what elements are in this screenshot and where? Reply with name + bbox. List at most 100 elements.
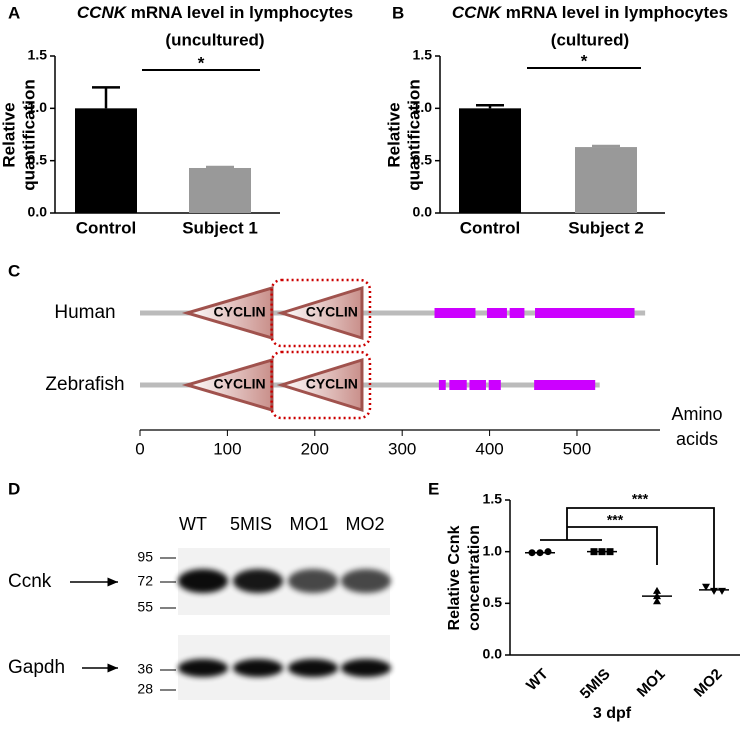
region	[486, 308, 507, 318]
data-point	[606, 548, 614, 556]
region	[434, 308, 476, 318]
region	[449, 380, 467, 390]
y-tick-label: 0.5	[483, 594, 503, 610]
x-tick-label: 500	[563, 439, 591, 458]
band	[288, 569, 338, 593]
domain-label: CYCLIN	[306, 376, 358, 392]
y-axis-label: quantification	[404, 79, 423, 190]
lane-label: 5MIS	[230, 514, 272, 534]
y-axis-label: Relative	[384, 102, 403, 167]
y-tick-label: 1.5	[28, 47, 48, 63]
data-point	[653, 592, 661, 600]
band-label: Ccnk	[8, 571, 52, 592]
significance: *	[198, 53, 205, 72]
y-tick-label: 0.0	[28, 204, 48, 220]
y-axis-label: concentration	[466, 525, 483, 631]
x-tick-label: 0	[135, 439, 144, 458]
x-axis-label: acids	[676, 429, 718, 449]
data-point	[710, 587, 718, 595]
band	[233, 569, 283, 593]
lane-label: WT	[179, 514, 207, 534]
x-tick-label: Control	[460, 218, 520, 237]
data-point	[718, 587, 726, 595]
panel-label: C	[8, 261, 20, 280]
lane-label: MO2	[345, 514, 384, 534]
marker-label: 95	[137, 549, 153, 565]
band	[178, 569, 228, 593]
data-point	[536, 549, 544, 557]
region	[535, 308, 635, 318]
domain-label: CYCLIN	[306, 304, 358, 320]
x-axis-label: 3 dpf	[593, 705, 632, 722]
y-tick-label: 1.0	[28, 99, 48, 115]
chart-subtitle: (uncultured)	[165, 30, 264, 49]
x-axis-label: Amino	[671, 404, 722, 424]
marker-label: 72	[137, 573, 153, 589]
significance: *	[581, 51, 588, 70]
region	[509, 308, 525, 318]
x-tick-label: MO1	[634, 666, 669, 701]
marker-label: 36	[137, 661, 153, 677]
significance: ***	[607, 512, 624, 528]
panel-label: A	[8, 3, 20, 22]
bar	[189, 167, 251, 213]
region	[469, 380, 486, 390]
x-tick-label: 100	[213, 439, 241, 458]
x-tick-label: 200	[301, 439, 329, 458]
data-point	[528, 549, 536, 557]
bar	[575, 147, 637, 213]
domain-triangle	[276, 357, 364, 413]
chart-title: CCNK mRNA level in lymphocytes	[452, 3, 728, 22]
y-tick-label: 1.0	[483, 542, 503, 558]
domain-label: CYCLIN	[214, 304, 266, 320]
band-label: Gapdh	[8, 657, 65, 678]
data-point	[653, 597, 661, 605]
y-tick-label: 1.0	[413, 99, 433, 115]
bar	[75, 108, 137, 213]
data-point	[590, 548, 598, 556]
x-tick-label: 5MIS	[577, 666, 614, 703]
region	[438, 380, 446, 390]
domain-triangle	[181, 357, 274, 413]
protein-name: Zebrafish	[45, 374, 124, 395]
significance-bracket	[567, 526, 658, 565]
y-tick-label: 0.5	[413, 151, 433, 167]
y-axis-label: quantification	[19, 79, 38, 190]
title-gene: CCNK	[452, 3, 503, 22]
region	[534, 380, 596, 390]
marker-label: 55	[137, 599, 153, 615]
y-tick-label: 1.5	[483, 491, 503, 507]
y-tick-label: 0.0	[483, 646, 503, 662]
domain-label: CYCLIN	[214, 376, 266, 392]
marker-label: 28	[137, 681, 153, 697]
chart-title: CCNK mRNA level in lymphocytes	[77, 3, 353, 22]
title-text: mRNA level in lymphocytes	[131, 3, 353, 22]
panel-label: E	[428, 479, 439, 498]
y-tick-label: 0.5	[28, 151, 48, 167]
panel-label: B	[392, 3, 404, 22]
title-text: mRNA level in lymphocytes	[506, 3, 728, 22]
x-tick-label: 300	[388, 439, 416, 458]
band	[233, 659, 283, 677]
x-tick-label: Subject 2	[568, 218, 644, 237]
y-tick-label: 1.5	[413, 47, 433, 63]
significance: ***	[632, 491, 649, 507]
data-point	[702, 583, 710, 591]
lane-label: MO1	[289, 514, 328, 534]
data-point	[598, 548, 606, 556]
y-axis-label: Relative	[0, 102, 18, 167]
x-tick-label: Subject 1	[182, 218, 258, 237]
x-tick-label: WT	[523, 666, 552, 695]
band	[341, 569, 391, 593]
bar	[459, 108, 521, 213]
y-tick-label: 0.0	[413, 204, 433, 220]
x-tick-label: MO2	[691, 666, 726, 701]
band	[178, 659, 228, 677]
chart-subtitle: (cultured)	[551, 30, 629, 49]
y-axis-label: Relative Ccnk	[446, 525, 463, 630]
x-tick-label: 400	[475, 439, 503, 458]
panel-label: D	[8, 479, 20, 498]
significance-bracket	[540, 507, 715, 590]
band	[341, 659, 391, 677]
